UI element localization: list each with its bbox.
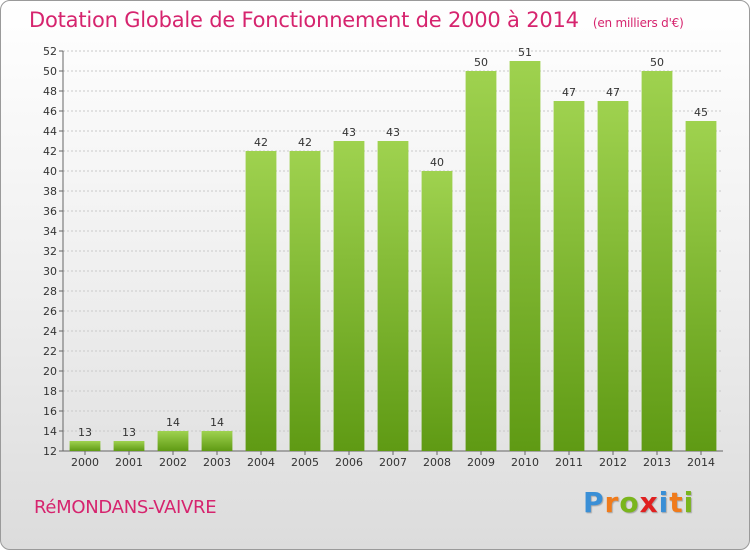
bar-2005 [289,151,321,451]
data-label: 14 [210,416,224,429]
y-tick-label: 48 [43,85,57,98]
y-tick-label: 12 [43,445,57,458]
y-tick-label: 16 [43,405,57,418]
y-tick-label: 26 [43,305,57,318]
logo-letter: o [619,486,640,519]
data-label: 51 [518,46,532,59]
y-tick-label: 24 [43,325,57,338]
data-label: 40 [430,156,444,169]
bar-2010 [509,61,541,451]
data-label: 14 [166,416,180,429]
logo-letter: t [669,486,684,519]
y-tick-label: 38 [43,185,57,198]
y-tick-label: 32 [43,245,57,258]
logo-letter: i [683,486,695,519]
x-tick-label: 2002 [159,456,187,469]
y-tick-label: 40 [43,165,57,178]
x-axis-ticks: 2000 2001 2002 2003 2004 2005 2006 2007 2008 2009… [71,451,715,469]
x-tick-label: 2006 [335,456,363,469]
x-tick-label: 2011 [555,456,583,469]
x-tick-label: 2001 [115,456,143,469]
x-tick-label: 2010 [511,456,539,469]
data-label: 50 [650,56,664,69]
bar-2011 [553,101,585,451]
x-tick-label: 2014 [687,456,715,469]
y-tick-label: 42 [43,145,57,158]
bar-2004 [245,151,277,451]
bar-2003 [201,431,233,451]
x-tick-label: 2004 [247,456,275,469]
data-label: 13 [78,426,92,439]
bar-2014 [685,121,717,451]
proxiti-logo: Proxiti [583,486,694,519]
data-label: 42 [254,136,268,149]
chart-title: Dotation Globale de Fonctionnement de 20… [29,8,684,32]
bar-2002 [157,431,189,451]
bars [69,61,717,451]
data-label: 13 [122,426,136,439]
y-tick-label: 22 [43,345,57,358]
x-tick-label: 2005 [291,456,319,469]
data-label: 47 [562,86,576,99]
bar-2009 [465,71,497,451]
x-tick-label: 2003 [203,456,231,469]
data-label: 47 [606,86,620,99]
logo-letter: r [604,486,620,519]
y-tick-label: 50 [43,65,57,78]
x-tick-label: 2013 [643,456,671,469]
y-tick-label: 34 [43,225,57,238]
data-labels: 13 13 14 14 42 42 43 43 40 50 51 47 47 50 45 [78,46,708,439]
bar-2013 [641,71,673,451]
x-tick-label: 2000 [71,456,99,469]
y-tick-label: 36 [43,205,57,218]
y-tick-label: 28 [43,285,57,298]
y-tick-label: 46 [43,105,57,118]
y-axis-ticks: 12 14 16 18 20 22 24 26 28 30 32 34 36 38 40 42 44 46 48 50… [43,45,63,458]
y-tick-label: 44 [43,125,57,138]
bar-2007 [377,141,409,451]
x-tick-label: 2007 [379,456,407,469]
bar-2000 [69,441,101,451]
y-tick-label: 14 [43,425,57,438]
x-tick-label: 2012 [599,456,627,469]
x-tick-label: 2009 [467,456,495,469]
chart-title-text: Dotation Globale de Fonctionnement de 20… [29,8,579,32]
y-tick-label: 52 [43,45,57,58]
data-label: 50 [474,56,488,69]
chart-unit: (en milliers d'€) [592,16,684,30]
logo-letter: x [639,486,659,519]
x-tick-label: 2008 [423,456,451,469]
logo-letter: P [583,486,605,519]
data-label: 42 [298,136,312,149]
bar-2008 [421,171,453,451]
logo-letter: i [658,486,670,519]
data-label: 43 [386,126,400,139]
data-label: 45 [694,106,708,119]
commune-name: RéMONDANS-VAIVRE [34,497,217,518]
y-tick-label: 20 [43,365,57,378]
y-tick-label: 30 [43,265,57,278]
bar-2012 [597,101,629,451]
y-tick-label: 18 [43,385,57,398]
data-label: 43 [342,126,356,139]
bar-2006 [333,141,365,451]
bar-2001 [113,441,145,451]
